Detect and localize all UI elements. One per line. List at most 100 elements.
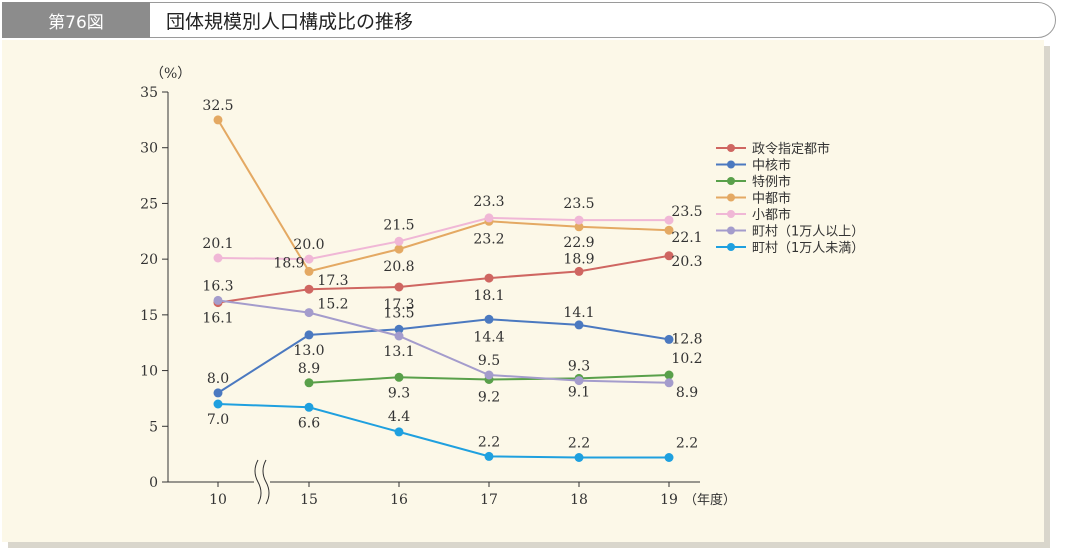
data-labels: 16.1 17.3 17.3 18.1 18.9 20.3 8.0 13.0 13.5 14.4 1… — [202, 98, 702, 452]
data-label: 14.4 — [473, 329, 504, 345]
data-label: 2.2 — [676, 436, 698, 452]
axes: 0 5 10 15 20 25 30 35 （%） 10 15 16 17 18 19 （年度） — [140, 66, 736, 508]
data-label: 20.8 — [383, 259, 414, 275]
data-label: 9.3 — [568, 358, 590, 374]
data-point — [394, 372, 404, 382]
data-label: 7.0 — [207, 412, 229, 428]
legend-label: 政令指定都市 — [752, 141, 830, 157]
data-label: 14.1 — [563, 305, 594, 321]
data-label: 23.5 — [563, 196, 594, 212]
data-label: 20.1 — [202, 236, 233, 252]
data-point — [304, 308, 314, 318]
y-tick-label: 30 — [140, 141, 158, 157]
data-label: 4.4 — [388, 409, 410, 425]
figure-title: 団体規模別人口構成比の推移 — [166, 10, 414, 33]
data-point — [484, 213, 494, 223]
y-tick-label: 10 — [140, 364, 158, 380]
data-point — [664, 378, 674, 388]
data-point — [664, 453, 674, 462]
axis-break-mark — [254, 459, 262, 505]
data-label: 23.3 — [473, 194, 504, 210]
data-label: 9.5 — [478, 353, 500, 369]
data-point — [664, 370, 674, 380]
x-tick-label: 18 — [570, 492, 588, 508]
y-tick-label: 15 — [140, 308, 158, 324]
data-point — [394, 331, 404, 341]
data-label: 20.3 — [671, 254, 702, 270]
data-label: 6.6 — [298, 415, 320, 431]
data-point — [484, 314, 494, 324]
data-label: 9.3 — [388, 385, 410, 401]
data-point — [213, 295, 223, 305]
series-line — [217, 254, 670, 304]
data-label: 9.1 — [568, 385, 590, 401]
data-label: 21.5 — [383, 217, 414, 233]
data-point — [394, 427, 404, 437]
data-label: 13.5 — [383, 305, 414, 321]
figure-number: 第76図 — [2, 2, 150, 38]
data-label: 8.9 — [676, 385, 698, 401]
data-label: 17.3 — [317, 273, 348, 289]
x-tick-label: 16 — [390, 492, 408, 508]
data-label: 8.0 — [207, 371, 229, 387]
data-label: 22.9 — [563, 235, 594, 251]
data-label: 13.1 — [383, 344, 414, 360]
data-point — [574, 222, 584, 232]
data-point — [574, 320, 584, 330]
data-label: 10.2 — [671, 351, 702, 367]
legend-swatch-point — [727, 226, 735, 235]
data-label: 9.2 — [478, 390, 500, 406]
data-point — [394, 236, 404, 246]
data-point — [213, 388, 223, 398]
data-point — [574, 453, 584, 462]
data-point — [394, 244, 404, 254]
data-label: 18.9 — [563, 251, 594, 267]
legend-swatch-point — [727, 210, 735, 218]
chart-panel — [2, 40, 1044, 542]
data-label: 17.3 — [383, 297, 414, 313]
y-tick-label: 5 — [149, 419, 158, 435]
data-point — [664, 251, 674, 261]
legend-swatch-point — [727, 144, 735, 152]
data-point — [664, 225, 674, 235]
data-point — [394, 324, 404, 334]
legend-label: 中核市 — [752, 158, 791, 174]
data-label: 16.3 — [202, 278, 233, 294]
data-point — [484, 451, 494, 461]
data-point — [213, 253, 223, 263]
data-point — [213, 399, 223, 409]
data-point — [304, 402, 314, 412]
axis-break-mark — [262, 459, 270, 505]
data-point — [664, 334, 674, 344]
y-tick-label: 0 — [149, 475, 158, 491]
data-point — [304, 266, 314, 276]
data-label: 32.5 — [202, 98, 233, 114]
y-tick-label: 20 — [140, 252, 158, 268]
legend-swatch-point — [727, 243, 735, 251]
x-tick-label: 15 — [300, 492, 318, 508]
data-point — [574, 215, 584, 225]
series-line — [217, 299, 670, 384]
data-point — [304, 254, 314, 264]
data-label: 2.2 — [568, 436, 590, 452]
series-points — [213, 115, 674, 462]
y-axis-unit: （%） — [150, 66, 191, 82]
legend-swatch-point — [727, 193, 735, 202]
series-line — [217, 403, 669, 459]
legend-label: 町村（1万人以上） — [752, 225, 864, 240]
y-tick-label: 25 — [140, 196, 158, 212]
data-point — [394, 282, 404, 292]
data-label: 13.0 — [293, 343, 324, 359]
legend-label: 町村（1万人未満） — [752, 241, 864, 256]
series-lines — [217, 119, 670, 459]
data-label: 18.9 — [273, 255, 304, 271]
series-line — [217, 119, 670, 273]
x-tick-label: 17 — [480, 492, 498, 508]
series-line — [217, 216, 669, 261]
x-axis-unit: （年度） — [684, 492, 736, 508]
legend-label: 特例市 — [752, 174, 791, 190]
axis-break-mask — [254, 456, 270, 508]
